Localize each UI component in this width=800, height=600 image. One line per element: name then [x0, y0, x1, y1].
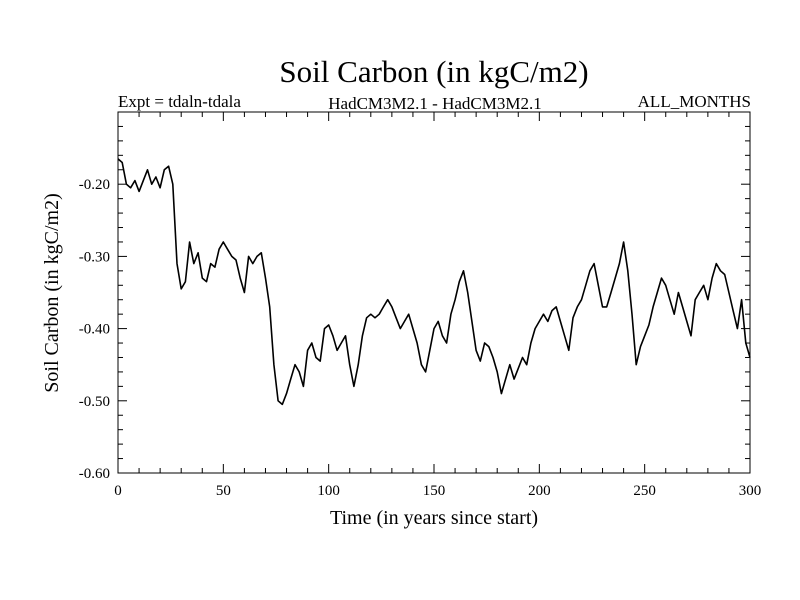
subtitle-right: ALL_MONTHS — [638, 92, 751, 111]
x-tick-label: 150 — [423, 483, 446, 499]
x-tick-label: 100 — [317, 483, 340, 499]
x-axis-label: Time (in years since start) — [330, 507, 538, 529]
y-tick-label: -0.50 — [79, 394, 110, 410]
y-tick-label: -0.60 — [79, 466, 110, 482]
x-tick-label: 300 — [739, 483, 762, 499]
series-line — [117, 158, 751, 406]
data-series — [117, 158, 751, 406]
x-tick-label: 200 — [528, 483, 551, 499]
chart-title: Soil Carbon (in kgC/m2) — [279, 54, 588, 89]
x-tick-label: 250 — [633, 483, 656, 499]
subtitle-center: HadCM3M2.1 - HadCM3M2.1 — [328, 94, 541, 113]
subtitle-left: Expt = tdaln-tdala — [118, 92, 241, 111]
tick-labels: 0 50 100 150 200 250 300 -0.60 -0.50 -0.40 -0.30 -0… — [79, 177, 762, 499]
x-tick-label: 0 — [114, 483, 122, 499]
x-tick-label: 50 — [216, 483, 231, 499]
y-tick-label: -0.20 — [79, 177, 110, 193]
y-tick-label: -0.30 — [79, 249, 110, 265]
y-axis-label: Soil Carbon (in kgC/m2) — [41, 193, 63, 392]
y-tick-label: -0.40 — [79, 322, 110, 338]
